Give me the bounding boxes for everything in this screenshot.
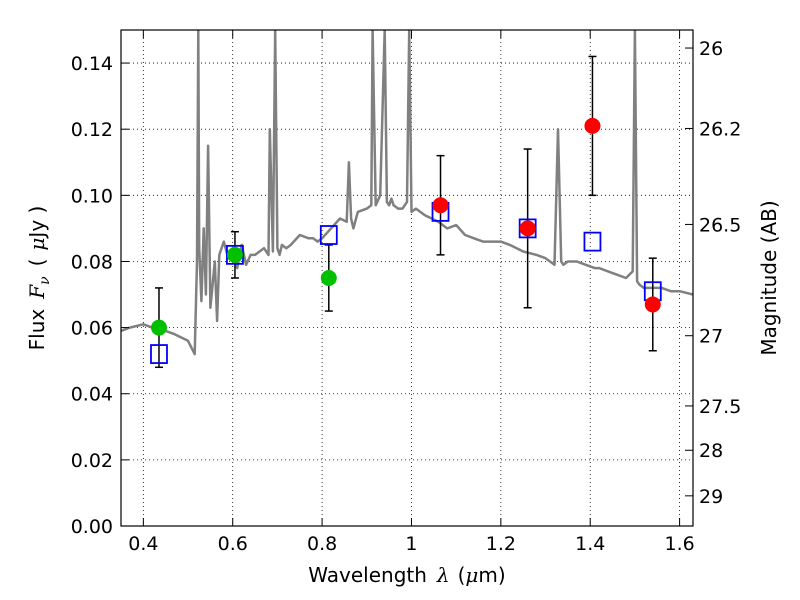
data-point: [519, 220, 536, 237]
y2-tick-label: 26: [699, 38, 723, 60]
x-tick-label: 1.2: [486, 533, 516, 555]
y-tick-label: 0.04: [71, 384, 113, 406]
y-tick-label: 0.02: [71, 450, 113, 472]
x-tick-label: 0.6: [218, 533, 248, 555]
model-point: [583, 231, 602, 252]
y-tick-label: 0.00: [71, 516, 113, 538]
y2-tick-label: 26.5: [699, 214, 741, 236]
y-tick-label: 0.10: [71, 185, 113, 207]
y2-tick-label: 28: [699, 440, 723, 462]
y-axis-label: FluxFν(μJy ): [25, 206, 53, 351]
x-tick-label: 1: [405, 533, 417, 555]
data-point: [320, 270, 337, 286]
y2-tick-label: 27.5: [699, 396, 741, 418]
data-point: [432, 197, 449, 214]
y-tick-label: 0.06: [71, 318, 113, 340]
x-tick-label: 1.6: [664, 533, 694, 555]
y-tick-label: 0.12: [71, 119, 113, 141]
y-tick-label: 0.08: [71, 251, 113, 273]
model-point: [150, 344, 168, 364]
y2-tick-label: 27: [699, 326, 723, 348]
model-point: [319, 225, 338, 245]
data-point: [150, 319, 167, 336]
y-tick-label: 0.14: [71, 53, 113, 75]
data-point: [584, 117, 601, 134]
x-tick-label: 1.4: [575, 533, 605, 555]
spectrum-line: [121, 30, 693, 356]
y2-axis-label: Magnitude (AB): [757, 200, 781, 355]
x-tick-label: 0.4: [128, 533, 158, 555]
plot-frame: [120, 29, 694, 527]
data-point: [644, 296, 661, 313]
y2-tick-label: 26.2: [699, 118, 741, 140]
y2-tick-label: 29: [699, 486, 723, 508]
data-point: [226, 246, 243, 263]
x-axis-label: Wavelength λ (μm): [308, 563, 505, 587]
x-tick-label: 0.8: [307, 533, 337, 555]
